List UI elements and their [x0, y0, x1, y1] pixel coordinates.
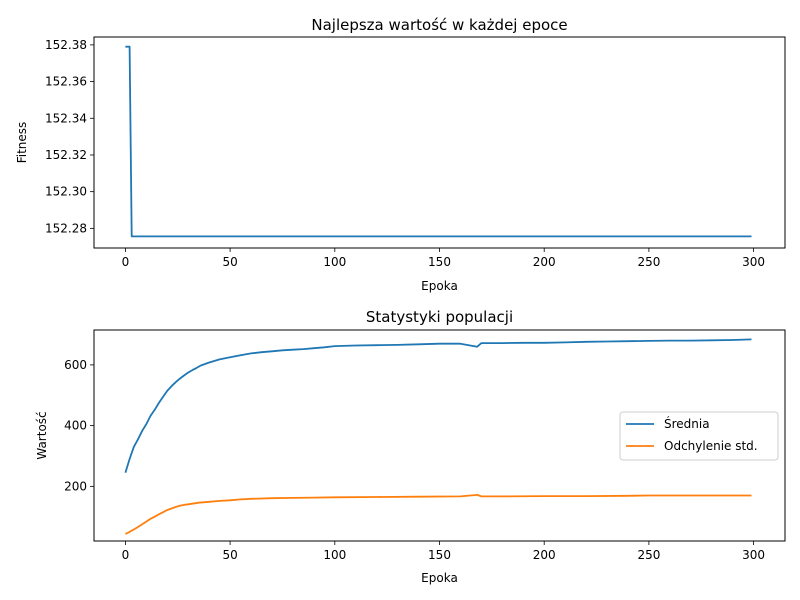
y-axis-label: Wartość	[35, 411, 49, 459]
x-axis-label: Epoka	[421, 279, 458, 293]
plot-area	[124, 338, 752, 535]
series-line-0	[125, 45, 752, 238]
x-tick-label: 0	[122, 548, 130, 562]
x-tick-label: 100	[323, 255, 346, 269]
chart-title: Najlepsza wartość w każdej epoce	[311, 16, 567, 34]
x-tick-label: 0	[122, 255, 130, 269]
chart-title: Statystyki populacji	[366, 308, 513, 326]
y-tick-label: 152.30	[45, 185, 87, 199]
legend-label-std: Odchylenie std.	[664, 439, 758, 453]
y-tick-label: 600	[64, 358, 87, 372]
series-line-1	[124, 493, 752, 535]
x-axis-label: Epoka	[421, 571, 458, 585]
x-tick-label: 50	[222, 548, 237, 562]
y-tick-label: 152.28	[45, 221, 87, 235]
legend: Średnia Odchylenie std.	[619, 411, 779, 461]
y-axis-ticks: 152.28 152.30 152.32 152.34 152.36 152.38	[45, 38, 94, 235]
y-tick-label: 400	[64, 419, 87, 433]
chart-population-stats: Statystyki populacji Epoka Wartość 0 50 10…	[35, 308, 786, 585]
y-axis-ticks: 200 400 600	[64, 358, 94, 493]
y-tick-label: 152.36	[45, 75, 87, 89]
y-tick-label: 152.34	[45, 111, 87, 125]
axes-frame	[93, 36, 786, 249]
x-tick-label: 300	[742, 548, 765, 562]
x-tick-label: 300	[742, 255, 765, 269]
x-tick-label: 200	[533, 548, 556, 562]
y-axis-label: Fitness	[15, 122, 29, 164]
plot-area	[125, 45, 752, 238]
series-line-0	[124, 338, 752, 473]
x-tick-label: 250	[637, 255, 660, 269]
y-tick-label: 152.38	[45, 38, 87, 52]
x-tick-label: 150	[428, 255, 451, 269]
legend-box	[619, 411, 779, 461]
x-tick-label: 100	[323, 548, 346, 562]
x-tick-label: 250	[637, 548, 660, 562]
y-tick-label: 152.32	[45, 148, 87, 162]
y-tick-label: 200	[64, 479, 87, 493]
chart-fitness: Najlepsza wartość w każdej epoce Epoka F…	[15, 16, 786, 293]
x-tick-label: 150	[428, 548, 451, 562]
x-tick-label: 50	[222, 255, 237, 269]
x-axis-ticks: 0 50 100 150 200 250 300	[122, 541, 765, 562]
x-axis-ticks: 0 50 100 150 200 250 300	[122, 248, 765, 269]
legend-label-mean: Średnia	[664, 416, 710, 431]
x-tick-label: 200	[533, 255, 556, 269]
